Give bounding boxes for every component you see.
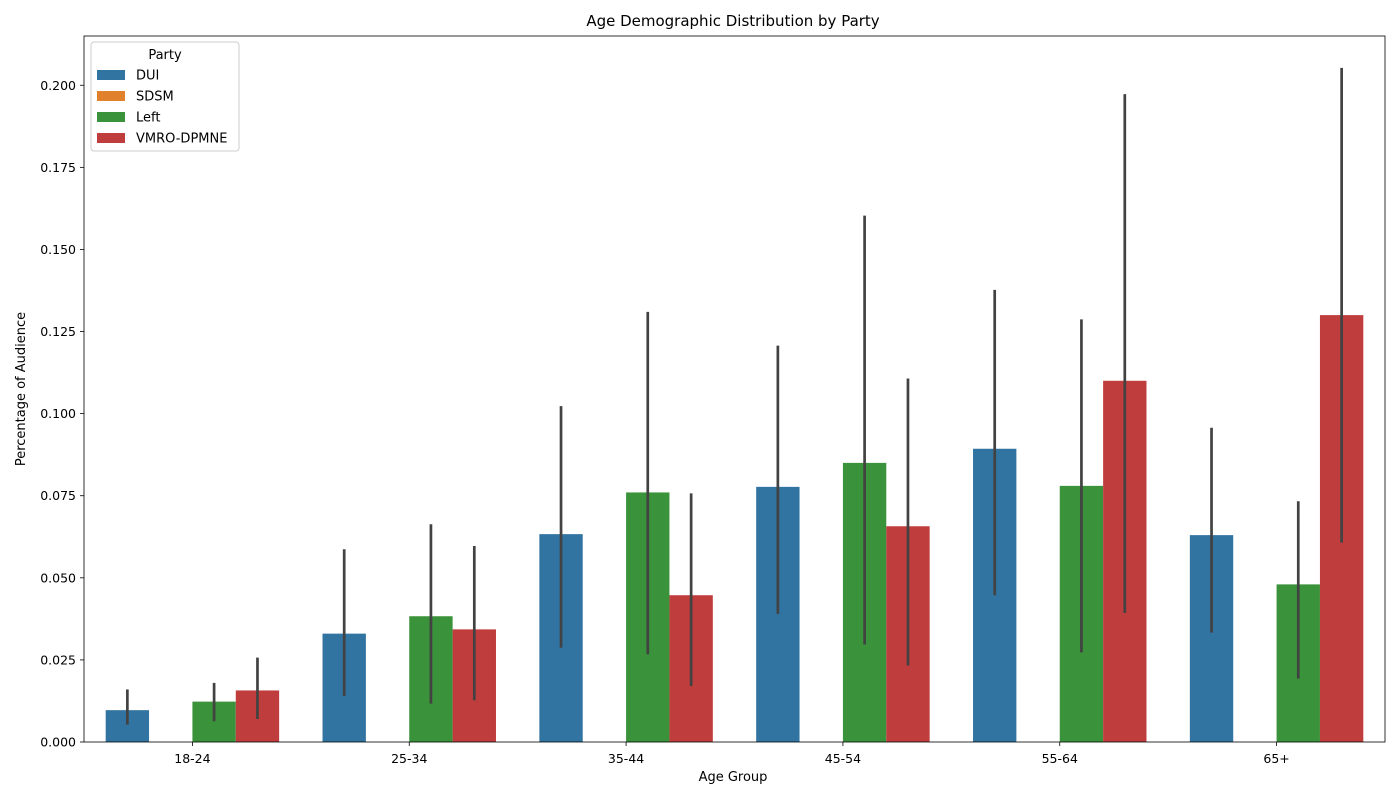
x-tick-label: 25-34 — [391, 751, 427, 766]
legend-swatch — [97, 112, 125, 122]
x-tick-label: 55-64 — [1042, 751, 1078, 766]
legend-box — [90, 41, 240, 152]
y-tick-label: 0.050 — [40, 570, 76, 585]
legend-title: Party — [148, 48, 182, 63]
x-axis-title: Age Group — [699, 770, 768, 785]
y-tick-label: 0.200 — [40, 78, 76, 93]
axes: 0.000 0.025 0.050 0.075 0.100 0.125 0.150 0.175… — [40, 35, 1386, 766]
y-axis-title: Percentage of Audience — [14, 312, 29, 466]
legend-swatch — [97, 91, 125, 101]
y-tick-label: 0.025 — [40, 652, 76, 667]
legend-swatch — [97, 133, 125, 143]
legend-label: VMRO-DPMNE — [136, 132, 227, 147]
y-tick-label: 0.100 — [40, 406, 76, 421]
x-tick-label: 45-54 — [825, 751, 861, 766]
x-tick-label: 35-44 — [608, 751, 644, 766]
y-tick-label: 0.175 — [40, 160, 76, 175]
legend: Party DUI SDSM Left VMRO-DPMNE — [90, 41, 240, 152]
x-tick-label: 65+ — [1263, 751, 1289, 766]
y-tick-label: 0.075 — [40, 488, 76, 503]
y-tick-label: 0.150 — [40, 242, 76, 257]
legend-label: DUI — [136, 69, 159, 84]
legend-label: Left — [136, 111, 160, 126]
axes-frame — [83, 35, 1386, 743]
chart-title: Age Demographic Distribution by Party — [586, 12, 879, 30]
y-tick-label: 0.000 — [40, 735, 76, 750]
plot-area — [105, 67, 1364, 742]
legend-swatch — [97, 70, 125, 80]
x-tick-label: 18-24 — [174, 751, 210, 766]
y-tick-label: 0.125 — [40, 324, 76, 339]
legend-label: SDSM — [136, 90, 174, 105]
